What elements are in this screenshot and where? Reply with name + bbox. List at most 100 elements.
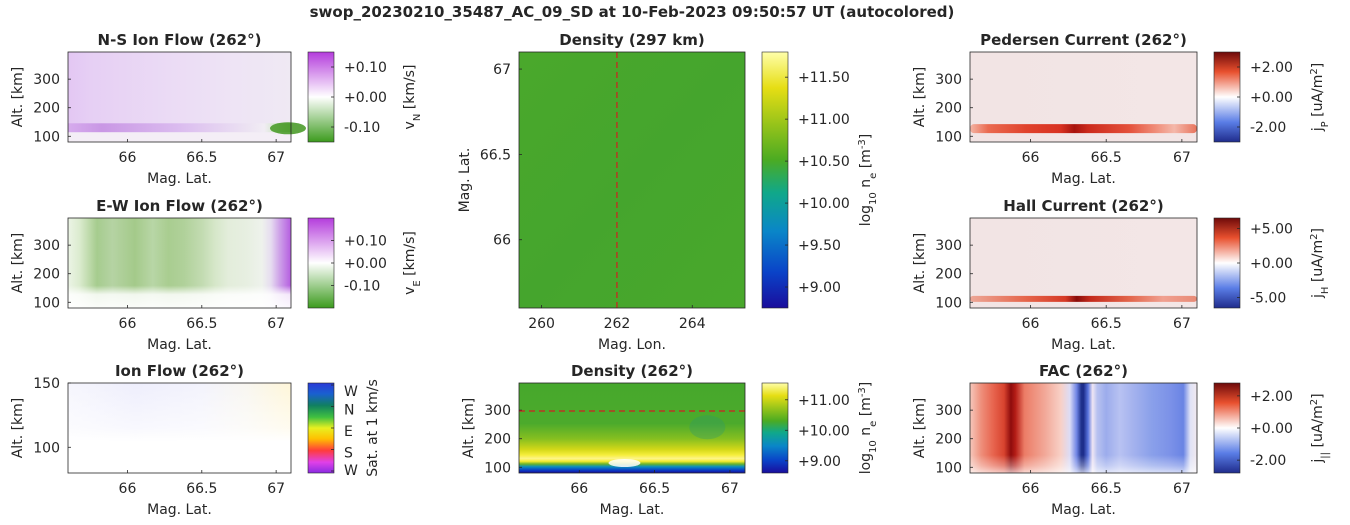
y-axis-label: Alt. [km] [461,398,477,459]
panel-ew_flow: E-W Ion Flow (262°) 66 66.5 67 100 200 300 Mag.… [10,197,423,353]
y-axis-label: Alt. [km] [912,398,928,459]
plot-frame [518,382,746,474]
colorbar [307,217,335,309]
panel-title: Density (262°) [571,362,693,380]
colorbar-tick-label: +10.00 [798,423,850,439]
y-tick-label: 300 [33,238,60,254]
x-tick-label: 66.5 [1091,481,1122,497]
figure-title: swop_20230210_35487_AC_09_SD at 10-Feb-2… [310,3,955,21]
x-axis-label: Mag. Lat. [1051,502,1116,518]
panel-ion_flow: Ion Flow (262°) 66 66.5 67 100 150 Mag. Lat. Al… [10,362,381,518]
panel-fac: FAC (262°) 66 66.5 67 100 200 300 Mag. Lat. Alt.… [912,362,1331,518]
colorbar-tick-label: S [344,446,353,462]
heatmap-lower [68,132,291,142]
plot-frame [969,51,1198,143]
x-tick-label: 67 [267,481,285,497]
panel-hall: Hall Current (262°) 66 66.5 67 100 200 300 Mag.… [912,197,1331,353]
colorbar [761,51,789,309]
colorbar-tick-label: -0.10 [344,120,380,136]
colorbar-tick-label: -2.00 [1250,453,1286,469]
y-tick-label: 100 [33,440,60,456]
colorbar-tick-label: +5.00 [1250,221,1293,237]
x-tick-label: 67 [721,481,739,497]
x-axis-label: Mag. Lat. [1051,337,1116,353]
heatmap-bottom-fade [970,383,1197,473]
x-axis-label: Mag. Lat. [600,502,665,518]
plot-frame [969,217,1198,309]
colorbar-label: j|| [uA/m2] [1309,393,1331,463]
x-tick-label: 66.5 [1091,150,1122,166]
colorbar [761,382,789,474]
panel-title: Pedersen Current (262°) [980,31,1187,49]
panel-density_map: Density (297 km) 260 262 264 66 66.5 67 Mag. Lo… [457,31,879,353]
colorbar-tick-label: +0.10 [344,234,387,250]
colorbar-label: log10 ne [m-3] [857,382,879,475]
heatmap-band [68,123,291,133]
y-axis-label: Alt. [km] [10,67,26,128]
colorbar-label: vE [km/s] [402,231,423,295]
x-tick-label: 67 [267,150,285,166]
y-tick-label: 300 [935,238,962,254]
y-axis-label: Mag. Lat. [457,148,473,213]
y-tick-label: 66 [493,233,511,249]
colorbar-tick-label: -0.10 [344,279,380,295]
y-axis-label: Alt. [km] [10,233,26,294]
heatmap-patch [689,415,726,440]
colorbar-tick-label: +2.00 [1250,389,1293,405]
x-axis-label: Mag. Lat. [147,171,212,187]
x-axis-label: Mag. Lat. [147,337,212,353]
colorbar-tick-label: +0.00 [1250,421,1293,437]
colorbar [1213,51,1241,143]
y-tick-label: 150 [33,376,60,392]
x-tick-label: 66 [1022,481,1040,497]
colorbar-tick-label: +11.50 [798,70,850,86]
y-tick-label: 100 [935,129,962,145]
x-tick-label: 67 [1173,150,1191,166]
colorbar-label: jH [uA/m2] [1309,228,1331,299]
x-tick-label: 260 [528,316,555,332]
panel-pedersen: Pedersen Current (262°) 66 66.5 67 100 200 300… [912,31,1331,187]
y-axis-label: Alt. [km] [912,233,928,294]
plot-frame [67,217,292,309]
plot-frame [518,51,746,309]
colorbar-tick-label: +9.50 [798,238,841,254]
colorbar-tick-label: -5.00 [1250,291,1286,307]
colorbar-tick-label: +10.50 [798,154,850,170]
colorbar [1213,217,1241,309]
x-axis-label: Mag. Lon. [598,337,666,353]
x-tick-label: 66.5 [186,316,217,332]
y-axis-label: Alt. [km] [10,398,26,459]
colorbar-label: log10 ne [m-3] [857,134,879,227]
y-tick-label: 300 [935,72,962,88]
heatmap-field [970,218,1197,308]
colorbar-tick-label: +0.00 [344,90,387,106]
y-tick-label: 300 [33,72,60,88]
y-tick-label: 200 [935,267,962,283]
heatmap-bottom-fade [68,218,291,308]
x-tick-label: 66 [119,481,137,497]
y-tick-label: 200 [935,432,962,448]
colorbar-label: vN [km/s] [402,65,423,130]
y-tick-label: 200 [33,101,60,117]
x-axis-label: Mag. Lat. [1051,171,1116,187]
colorbar-tick-label: +0.00 [1250,256,1293,272]
colorbar-tick-label: +11.00 [798,393,850,409]
x-tick-label: 67 [1173,481,1191,497]
colorbar [307,51,335,143]
y-tick-label: 200 [484,432,511,448]
y-axis-label: Alt. [km] [912,67,928,128]
x-tick-label: 66 [1022,150,1040,166]
colorbar-tick-label: E [344,424,353,440]
colorbar-tick-label: W [344,384,358,400]
panel-title: Hall Current (262°) [1003,197,1163,215]
y-tick-label: 200 [935,101,962,117]
colorbar [1213,382,1241,474]
x-tick-label: 66 [570,481,588,497]
heatmap-field [519,383,745,473]
heatmap-field [519,52,745,308]
x-tick-label: 66.5 [186,150,217,166]
x-tick-label: 67 [267,316,285,332]
x-tick-label: 67 [1173,316,1191,332]
colorbar-tick-label: -2.00 [1250,120,1286,136]
